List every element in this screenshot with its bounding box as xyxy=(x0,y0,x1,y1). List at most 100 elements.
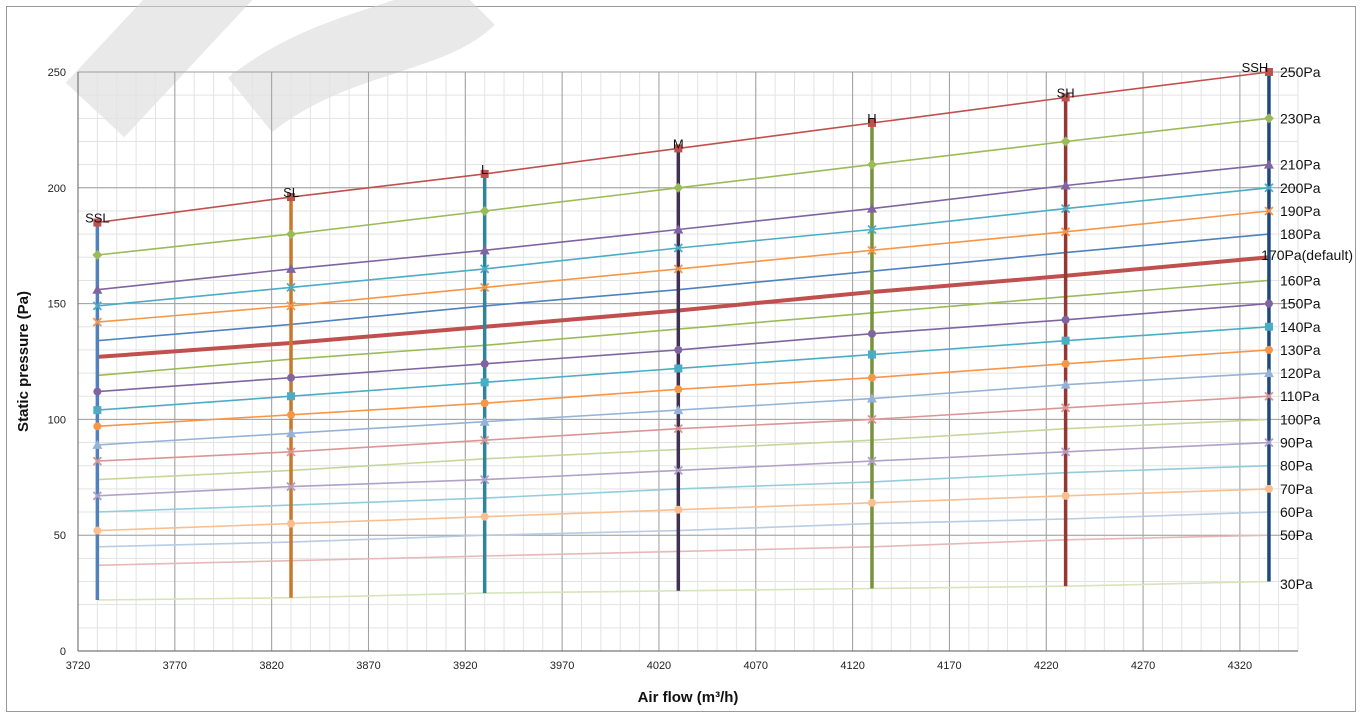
data-point xyxy=(1264,437,1274,448)
y-tick-label: 50 xyxy=(54,530,66,542)
data-point xyxy=(92,491,103,501)
pressure-label: 100Pa xyxy=(1280,411,1321,427)
data-point xyxy=(1264,206,1274,216)
data-point xyxy=(92,284,103,294)
x-tick-label: 4320 xyxy=(1228,660,1252,672)
data-point xyxy=(673,243,683,253)
data-point xyxy=(674,505,683,514)
data-point xyxy=(93,406,102,415)
x-tick-label: 4070 xyxy=(744,660,768,672)
data-point xyxy=(93,387,102,396)
data-point xyxy=(286,301,296,311)
data-point xyxy=(1264,68,1273,76)
fan-speed-label: SSL xyxy=(85,211,110,226)
fan-speed-label: SL xyxy=(283,185,299,200)
data-point xyxy=(866,393,877,403)
data-point xyxy=(286,229,297,240)
data-point xyxy=(480,378,489,387)
pressure-line-180pa xyxy=(97,233,1270,342)
data-point xyxy=(673,264,683,274)
data-point xyxy=(286,447,296,457)
data-point xyxy=(674,385,683,394)
data-point xyxy=(1060,379,1071,389)
data-point xyxy=(1060,204,1071,214)
pressure-line-200pa xyxy=(97,187,1270,307)
fan-speed-labels: SSL SL L M H SH SSH xyxy=(85,60,1268,226)
pressure-label: 190Pa xyxy=(1280,203,1321,219)
data-point xyxy=(673,424,683,434)
data-point xyxy=(673,465,683,475)
data-point xyxy=(92,317,103,327)
pressure-labels: 250Pa 230Pa 210Pa 200Pa 190Pa 180Pa 170Pa(defa… xyxy=(1261,64,1353,592)
pressure-line-70pa xyxy=(97,488,1270,532)
data-point xyxy=(673,405,684,415)
data-point xyxy=(867,498,876,507)
data-point xyxy=(867,456,877,466)
pressure-label: 120Pa xyxy=(1280,365,1321,381)
data-point xyxy=(1060,180,1071,190)
data-point xyxy=(1061,93,1070,102)
data-point xyxy=(93,422,102,431)
data-point xyxy=(480,399,489,408)
data-point xyxy=(287,373,296,382)
x-tick-label: 4120 xyxy=(840,660,864,672)
data-point xyxy=(480,359,489,368)
pressure-line-190pa xyxy=(97,210,1270,323)
data-point xyxy=(480,512,489,521)
x-tick-label: 4270 xyxy=(1131,660,1155,672)
x-tick-labels: 3720 3770 3820 3870 3920 3970 4020 4070 4120 4170… xyxy=(66,660,1252,672)
data-point xyxy=(1264,345,1273,354)
data-point xyxy=(1263,113,1274,124)
data-point xyxy=(479,205,490,216)
data-point xyxy=(867,245,877,255)
x-tick-label: 3770 xyxy=(163,660,187,672)
data-point xyxy=(286,481,296,492)
y-tick-labels: 0 50 100 150 200 250 xyxy=(48,67,66,658)
pressure-label: 30Pa xyxy=(1280,576,1313,592)
data-markers xyxy=(92,68,1274,535)
pressure-label: 200Pa xyxy=(1280,180,1321,196)
data-point xyxy=(867,224,877,235)
data-point xyxy=(673,182,684,193)
data-point xyxy=(1264,322,1273,331)
data-point xyxy=(480,264,490,274)
pressure-line-50pa xyxy=(97,534,1270,567)
data-point xyxy=(674,345,683,354)
pressure-label: 170Pa(default) xyxy=(1261,247,1353,263)
data-point xyxy=(92,249,103,260)
data-point xyxy=(1264,183,1274,193)
x-axis-title: Air flow (m³/h) xyxy=(638,689,739,706)
data-point xyxy=(480,435,490,445)
pressure-label: 130Pa xyxy=(1280,342,1321,358)
data-point xyxy=(1263,159,1274,169)
x-tick-label: 4170 xyxy=(937,660,961,672)
pressure-label: 160Pa xyxy=(1280,272,1321,288)
data-point xyxy=(1264,484,1273,493)
data-point xyxy=(480,169,489,178)
pressure-label: 150Pa xyxy=(1280,296,1321,312)
watermark-background xyxy=(65,0,495,138)
data-point xyxy=(286,428,297,438)
data-point xyxy=(866,159,877,170)
data-point xyxy=(867,373,876,382)
pressure-line-90pa xyxy=(97,441,1270,497)
data-point xyxy=(287,392,296,401)
data-point xyxy=(1264,299,1273,308)
data-point xyxy=(867,329,876,338)
pressure-label: 110Pa xyxy=(1280,388,1320,404)
data-point xyxy=(92,301,103,311)
data-point xyxy=(92,439,103,449)
x-tick-label: 4020 xyxy=(647,660,671,672)
data-point xyxy=(674,144,683,153)
pressure-label: 230Pa xyxy=(1280,110,1321,126)
data-point xyxy=(1060,136,1071,147)
data-point xyxy=(1061,491,1070,500)
data-point xyxy=(1060,227,1071,237)
data-point xyxy=(867,350,876,359)
data-point xyxy=(673,224,684,234)
y-tick-label: 250 xyxy=(48,67,66,79)
data-point xyxy=(867,118,876,127)
data-point xyxy=(867,414,877,425)
